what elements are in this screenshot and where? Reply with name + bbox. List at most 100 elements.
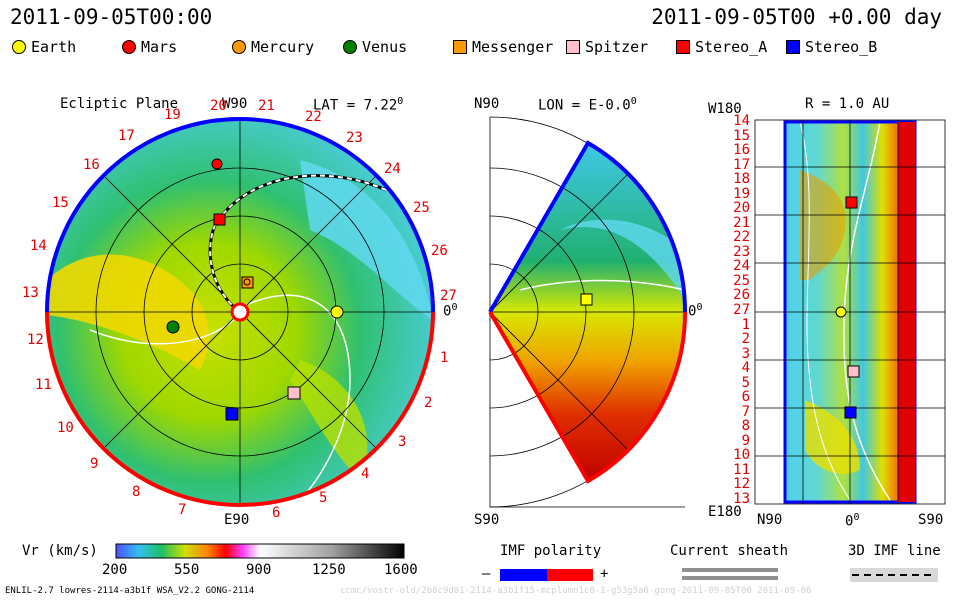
meridional-earth-marker [580, 293, 593, 306]
meridional-right-label: 00 [688, 302, 703, 320]
latlon-earth-marker [835, 306, 847, 318]
ecliptic-bottom-label: E90 [224, 512, 250, 528]
latlon-y-label: 24 [733, 258, 750, 275]
latlon-y-label: 4 [741, 360, 750, 377]
latlon-x-label-n90: N90 [757, 512, 783, 528]
latlon-y-label: 3 [741, 345, 750, 362]
compression-region [290, 360, 368, 480]
mercury-marker [243, 278, 251, 286]
latlon-stereo-a-marker [845, 196, 858, 209]
carrington-label: 10 [57, 420, 74, 436]
colorbar-tick: 550 [174, 562, 200, 578]
latlon-y-label: 18 [733, 171, 750, 188]
spitzer-marker [287, 386, 301, 400]
colorbar-tick: 1250 [312, 562, 346, 578]
carrington-label: 3 [398, 434, 407, 450]
latlon-y-label: 11 [733, 461, 750, 478]
carrington-label: 11 [35, 377, 52, 393]
mars-marker [211, 158, 223, 170]
latlon-current-sheet [843, 121, 891, 501]
meridional-bottom-label: S90 [474, 512, 500, 528]
latlon-y-label: 10 [733, 447, 750, 464]
latlon-y-label: 27 [733, 302, 750, 318]
venus-marker [166, 320, 180, 334]
carrington-label: 9 [90, 456, 99, 472]
meridional-slow-band [560, 219, 685, 300]
time-offset-title: 2011-09-05T00 +0.00 day [651, 5, 942, 29]
carrington-label: 21 [258, 98, 275, 114]
stereo-a-marker-icon [676, 40, 690, 54]
carrington-label: 4 [361, 466, 370, 482]
carrington-label: 22 [305, 109, 322, 125]
sun-icon [230, 302, 250, 322]
carrington-label: 26 [431, 243, 448, 259]
latlon-y-label: 23 [733, 243, 750, 260]
mercury-marker-icon [232, 40, 246, 54]
carrington-label: 19 [164, 107, 181, 123]
meridional-top-label: N90 [474, 96, 500, 112]
carrington-label: 6 [272, 505, 281, 521]
latlon-title: R = 1.0 AU [805, 96, 890, 112]
meridional-diag-2 [489, 311, 629, 451]
imf-polarity-minus: – [482, 566, 491, 582]
latlon-y-label: 19 [733, 185, 750, 202]
carrington-label: 5 [319, 490, 328, 506]
messenger-marker-icon [453, 40, 467, 54]
carrington-label: 12 [27, 332, 44, 348]
latlon-y-label: 14 [733, 113, 750, 129]
latlon-y-label: 7 [741, 403, 750, 420]
carrington-label: 14 [30, 238, 47, 254]
latlon-x-label-0: 00 [845, 512, 860, 530]
imf-line-dashes [209, 174, 387, 309]
latlon-y-label: 15 [733, 127, 750, 144]
latlon-panel [754, 119, 946, 505]
colorbar-tick: 900 [246, 562, 272, 578]
colorbar-tick: 200 [102, 562, 128, 578]
latlon-y-label: 9 [741, 432, 750, 449]
latlon-top-left-label: W180 [708, 101, 742, 117]
legend-messenger: Messenger [453, 38, 553, 56]
imf-polarity-title: IMF polarity [500, 543, 602, 559]
imf-polarity-plus: + [600, 566, 609, 582]
latlon-y-label: 21 [733, 214, 750, 231]
footer-run-id: ccmc/vostr-old/2b8c9d01-2114-a3b1f15-mcp… [340, 586, 812, 596]
meridional-lon-label: LON = E-0.00 [538, 96, 637, 114]
ecliptic-top-label: W90 [222, 96, 248, 112]
footer-model-info: ENLIL-2.7 lowres-2114-a3b1f WSA_V2.2 GON… [5, 586, 255, 596]
mars-marker-icon [122, 40, 136, 54]
meridional-panel [488, 116, 688, 508]
carrington-label: 13 [22, 285, 39, 301]
venus-marker-icon [343, 40, 357, 54]
ecliptic-lat-label: LAT = 7.220 [313, 96, 404, 114]
carrington-label: 24 [384, 161, 401, 177]
colorbar-title: Vr (km/s) [22, 543, 98, 559]
latlon-y-label: 16 [733, 142, 750, 159]
carrington-label: 17 [118, 128, 135, 144]
meridional-current-sheet [519, 279, 686, 291]
latlon-y-label: 2 [741, 331, 750, 348]
latlon-y-label: 8 [741, 418, 750, 435]
legend-venus: Venus [343, 38, 407, 56]
carrington-label: 7 [178, 502, 187, 518]
current-sheath-title: Current sheath [670, 543, 789, 559]
carrington-label: 8 [132, 484, 141, 500]
latlon-y-label: 26 [733, 287, 750, 304]
latlon-y-label: 13 [733, 491, 750, 507]
latlon-y-label: 12 [733, 476, 750, 493]
legend-mercury: Mercury [232, 38, 314, 56]
current-sheath-line-2 [682, 576, 778, 580]
carrington-label: 16 [83, 157, 100, 173]
latlon-current-sheet-2 [799, 121, 851, 501]
current-sheath-line-1 [682, 568, 778, 572]
meridional-boundary-red [488, 310, 688, 484]
stereo-b-marker-icon [786, 40, 800, 54]
latlon-y-label: 25 [733, 272, 750, 289]
ecliptic-title: Ecliptic Plane [60, 96, 179, 112]
carrington-label: 20 [210, 98, 227, 114]
latlon-y-label: 6 [741, 389, 750, 406]
ecliptic-boundary-blue [45, 117, 435, 313]
current-sheet-curve-1 [89, 317, 237, 345]
ecliptic-right-label: 00 [443, 302, 458, 320]
latlon-y-label: 17 [733, 156, 750, 173]
